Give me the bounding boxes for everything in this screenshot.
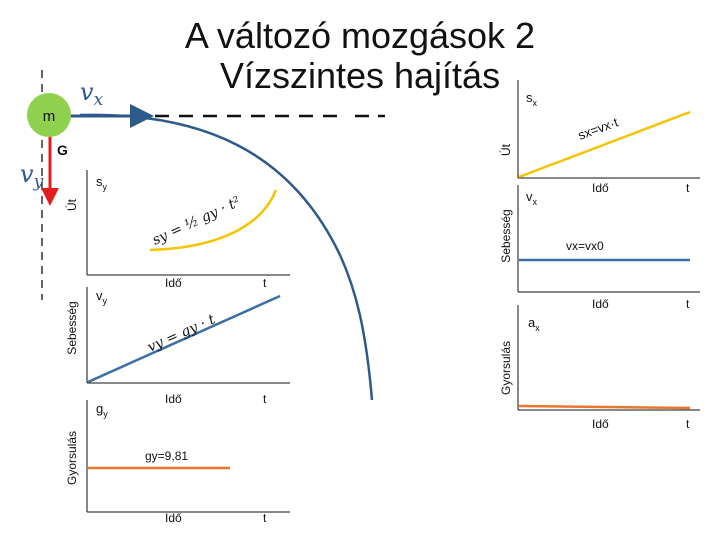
right-acc-tlabel: t: [686, 417, 690, 431]
left-pos-xlabel: Idő: [165, 276, 182, 290]
mass-label: m: [43, 108, 56, 125]
right-velocity-chart: Sebesség vx vx=vx0 Idő t: [499, 185, 700, 311]
right-vel-ylabel: Sebesség: [499, 209, 513, 262]
right-acc-ysym: ax: [528, 315, 540, 333]
left-vel-ysym: vy: [96, 288, 108, 306]
left-pos-curve: [149, 189, 278, 252]
right-pos-tlabel: t: [686, 181, 690, 195]
left-acc-ysym: gy: [96, 401, 108, 419]
left-pos-ylabel: Út: [64, 198, 79, 211]
left-vel-xlabel: Idő: [165, 392, 182, 406]
left-acc-formula: gy=9,81: [145, 449, 188, 463]
left-acc-tlabel: t: [263, 511, 267, 525]
left-pos-tlabel: t: [263, 276, 267, 290]
right-acceleration-chart: Gyorsulás ax Idő t: [499, 305, 700, 431]
right-vel-tlabel: t: [686, 297, 690, 311]
right-vel-xlabel: Idő: [592, 297, 609, 311]
left-vel-formula: vy = gy · t: [145, 311, 218, 355]
right-acc-ylabel: Gyorsulás: [499, 341, 513, 395]
left-velocity-chart: Sebesség vy vy = gy · t Idő t: [65, 287, 290, 406]
left-vel-ylabel: Sebesség: [65, 301, 79, 354]
page-subtitle: Vízszintes hajítás: [220, 55, 500, 96]
gravity-label: G: [57, 142, 68, 158]
left-pos-formula: sy = ½ gy · t²: [150, 194, 243, 249]
trajectory-curve: [79, 113, 374, 401]
right-pos-xlabel: Idő: [592, 181, 609, 195]
left-acc-xlabel: Idő: [165, 511, 182, 525]
vx-label: vx: [80, 78, 104, 110]
right-vel-formula: vx=vx0: [566, 239, 604, 253]
right-pos-ysym: sx: [526, 90, 538, 108]
left-acceleration-chart: Gyorsulás gy gy=9,81 Idő t: [65, 400, 290, 525]
right-vel-ysym: vx: [526, 189, 538, 207]
left-vel-line: [87, 294, 281, 384]
left-pos-ysym: sy: [96, 174, 108, 192]
right-pos-line: [518, 110, 691, 179]
left-position-chart: Út sy sy = ½ gy · t² Idő t: [64, 170, 290, 290]
left-vel-tlabel: t: [263, 392, 267, 406]
right-position-chart: Út sx sx=vx·t Idő t: [498, 80, 700, 195]
right-acc-line: [518, 404, 691, 410]
page-title: A változó mozgások 2: [185, 15, 535, 56]
right-acc-xlabel: Idő: [592, 417, 609, 431]
left-acc-ylabel: Gyorsulás: [65, 431, 79, 485]
right-pos-formula: sx=vx·t: [576, 114, 621, 142]
vy-label: vy: [20, 160, 44, 192]
mass-ball: [27, 93, 71, 137]
right-pos-ylabel: Út: [498, 143, 513, 156]
